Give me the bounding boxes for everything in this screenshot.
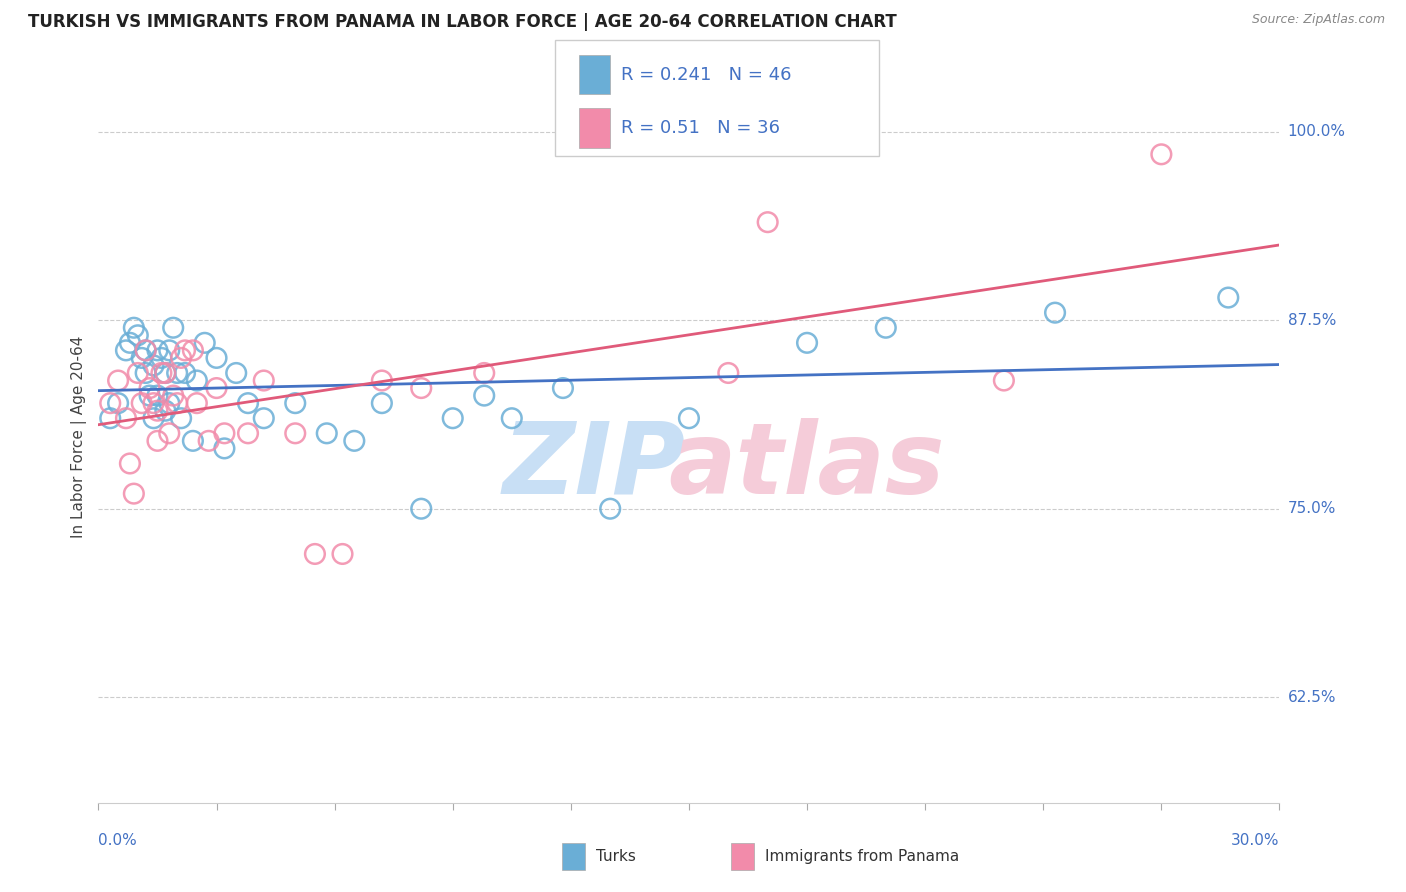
Point: [875, 320, 897, 334]
Point: [186, 396, 208, 410]
Point: [796, 335, 818, 350]
Point: [98, 396, 121, 410]
Point: [253, 411, 276, 425]
Point: [98, 411, 121, 425]
Text: R = 0.51   N = 36: R = 0.51 N = 36: [621, 120, 780, 137]
Point: [411, 381, 433, 395]
Point: [332, 547, 354, 561]
Y-axis label: In Labor Force | Age 20-64: In Labor Force | Age 20-64: [72, 336, 87, 538]
Point: [1218, 291, 1240, 305]
Point: [162, 389, 184, 403]
Point: [131, 351, 153, 365]
Point: [170, 411, 193, 425]
Point: [138, 389, 160, 403]
Point: [115, 411, 138, 425]
Point: [315, 426, 337, 441]
Text: 0.0%: 0.0%: [98, 833, 138, 848]
Text: TURKISH VS IMMIGRANTS FROM PANAMA IN LABOR FORCE | AGE 20-64 CORRELATION CHART: TURKISH VS IMMIGRANTS FROM PANAMA IN LAB…: [28, 13, 897, 31]
Point: [678, 411, 700, 425]
Point: [717, 366, 740, 380]
Point: [131, 396, 153, 410]
Point: [1043, 306, 1066, 320]
Point: [472, 366, 495, 380]
Point: [186, 374, 208, 388]
Point: [174, 366, 197, 380]
Text: 30.0%: 30.0%: [1232, 833, 1279, 848]
Point: [146, 403, 169, 417]
Point: [162, 320, 184, 334]
Point: [118, 335, 141, 350]
Point: [501, 411, 523, 425]
Point: [127, 366, 149, 380]
Point: [304, 547, 326, 561]
Point: [142, 359, 165, 373]
Text: Immigrants from Panama: Immigrants from Panama: [765, 849, 959, 863]
Point: [138, 381, 160, 395]
Text: R = 0.241   N = 46: R = 0.241 N = 46: [621, 66, 792, 84]
Point: [107, 396, 129, 410]
Point: [284, 426, 307, 441]
Point: [205, 381, 228, 395]
Point: [155, 403, 177, 417]
Point: [146, 343, 169, 358]
Point: [411, 501, 433, 516]
Point: [174, 343, 197, 358]
Point: [122, 486, 145, 500]
Point: [181, 343, 204, 358]
Point: [118, 457, 141, 471]
Point: [115, 343, 138, 358]
Point: [146, 434, 169, 448]
Point: [157, 396, 180, 410]
Text: Turks: Turks: [596, 849, 636, 863]
Point: [551, 381, 574, 395]
Point: [472, 389, 495, 403]
Point: [127, 328, 149, 343]
Point: [205, 351, 228, 365]
Text: ZIP: ZIP: [503, 417, 686, 515]
Point: [993, 374, 1015, 388]
Point: [756, 215, 779, 229]
Point: [194, 335, 217, 350]
Point: [343, 434, 366, 448]
Point: [135, 366, 157, 380]
Point: [150, 351, 173, 365]
Point: [135, 343, 157, 358]
Text: atlas: atlas: [669, 417, 945, 515]
Point: [236, 426, 259, 441]
Point: [253, 374, 276, 388]
Point: [371, 396, 394, 410]
Point: [122, 320, 145, 334]
Text: 75.0%: 75.0%: [1288, 501, 1336, 516]
Point: [146, 389, 169, 403]
Text: 100.0%: 100.0%: [1288, 124, 1346, 139]
Point: [214, 426, 236, 441]
Text: 87.5%: 87.5%: [1288, 313, 1336, 327]
Point: [155, 366, 177, 380]
Point: [142, 411, 165, 425]
Point: [181, 434, 204, 448]
Point: [197, 434, 219, 448]
Point: [157, 343, 180, 358]
Point: [142, 396, 165, 410]
Point: [155, 366, 177, 380]
Point: [157, 426, 180, 441]
Point: [225, 366, 247, 380]
Point: [166, 396, 188, 410]
Text: 62.5%: 62.5%: [1288, 690, 1336, 705]
Point: [236, 396, 259, 410]
Point: [214, 442, 236, 456]
Point: [135, 343, 157, 358]
Point: [150, 366, 173, 380]
Text: Source: ZipAtlas.com: Source: ZipAtlas.com: [1251, 13, 1385, 27]
Point: [441, 411, 464, 425]
Point: [1150, 147, 1173, 161]
Point: [284, 396, 307, 410]
Point: [107, 374, 129, 388]
Point: [166, 366, 188, 380]
Point: [371, 374, 394, 388]
Point: [599, 501, 621, 516]
Point: [170, 351, 193, 365]
